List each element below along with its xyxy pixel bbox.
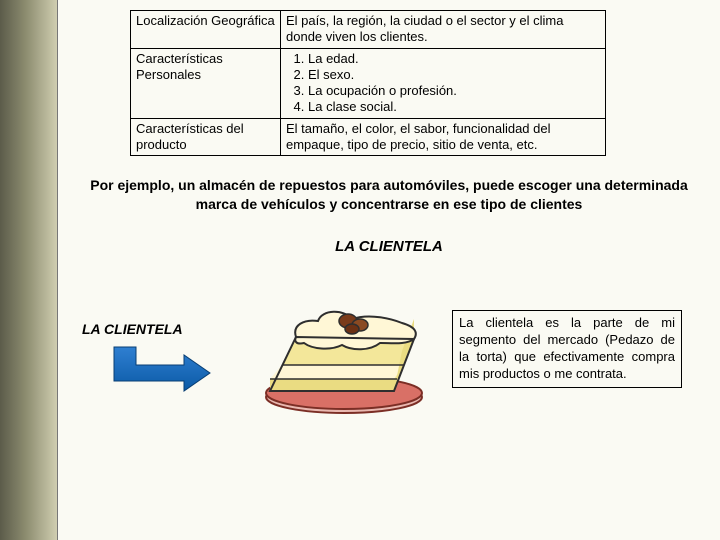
cell-description: El país, la región, la ciudad o el secto… — [281, 11, 606, 49]
slide-body: Localización Geográfica El país, la regi… — [58, 0, 720, 540]
cell-description: La edad. El sexo. La ocupación o profesi… — [281, 48, 606, 118]
slide-sidebar — [0, 0, 58, 540]
cake-slice-icon — [252, 279, 432, 419]
segmentation-table-wrap: Localización Geográfica El país, la regi… — [130, 10, 606, 156]
clientela-label: LA CLIENTELA — [82, 321, 232, 337]
cell-criterion: Características Personales — [131, 48, 281, 118]
clientela-row: LA CLIENTELA — [72, 279, 706, 419]
table-row: Localización Geográfica El país, la regi… — [131, 11, 606, 49]
segmentation-table: Localización Geográfica El país, la regi… — [130, 10, 606, 156]
arrow-icon — [106, 341, 216, 401]
clientela-label-block: LA CLIENTELA — [72, 293, 232, 404]
cell-criterion: Localización Geográfica — [131, 11, 281, 49]
cell-criterion: Características del producto — [131, 118, 281, 156]
list-item: La edad. — [308, 51, 600, 67]
cake-illustration — [242, 279, 442, 419]
table-row: Características Personales La edad. El s… — [131, 48, 606, 118]
example-paragraph: Por ejemplo, un almacén de repuestos par… — [80, 176, 698, 214]
section-title: LA CLIENTELA — [72, 238, 706, 255]
personal-characteristics-list: La edad. El sexo. La ocupación o profesi… — [308, 51, 600, 116]
clientela-definition-text: La clientela es la parte de mi segmento … — [459, 315, 675, 381]
cell-description: El tamaño, el color, el sabor, funcional… — [281, 118, 606, 156]
clientela-definition-box: La clientela es la parte de mi segmento … — [452, 310, 682, 388]
list-item: La clase social. — [308, 99, 600, 115]
list-item: La ocupación o profesión. — [308, 83, 600, 99]
table-row: Características del producto El tamaño, … — [131, 118, 606, 156]
list-item: El sexo. — [308, 67, 600, 83]
